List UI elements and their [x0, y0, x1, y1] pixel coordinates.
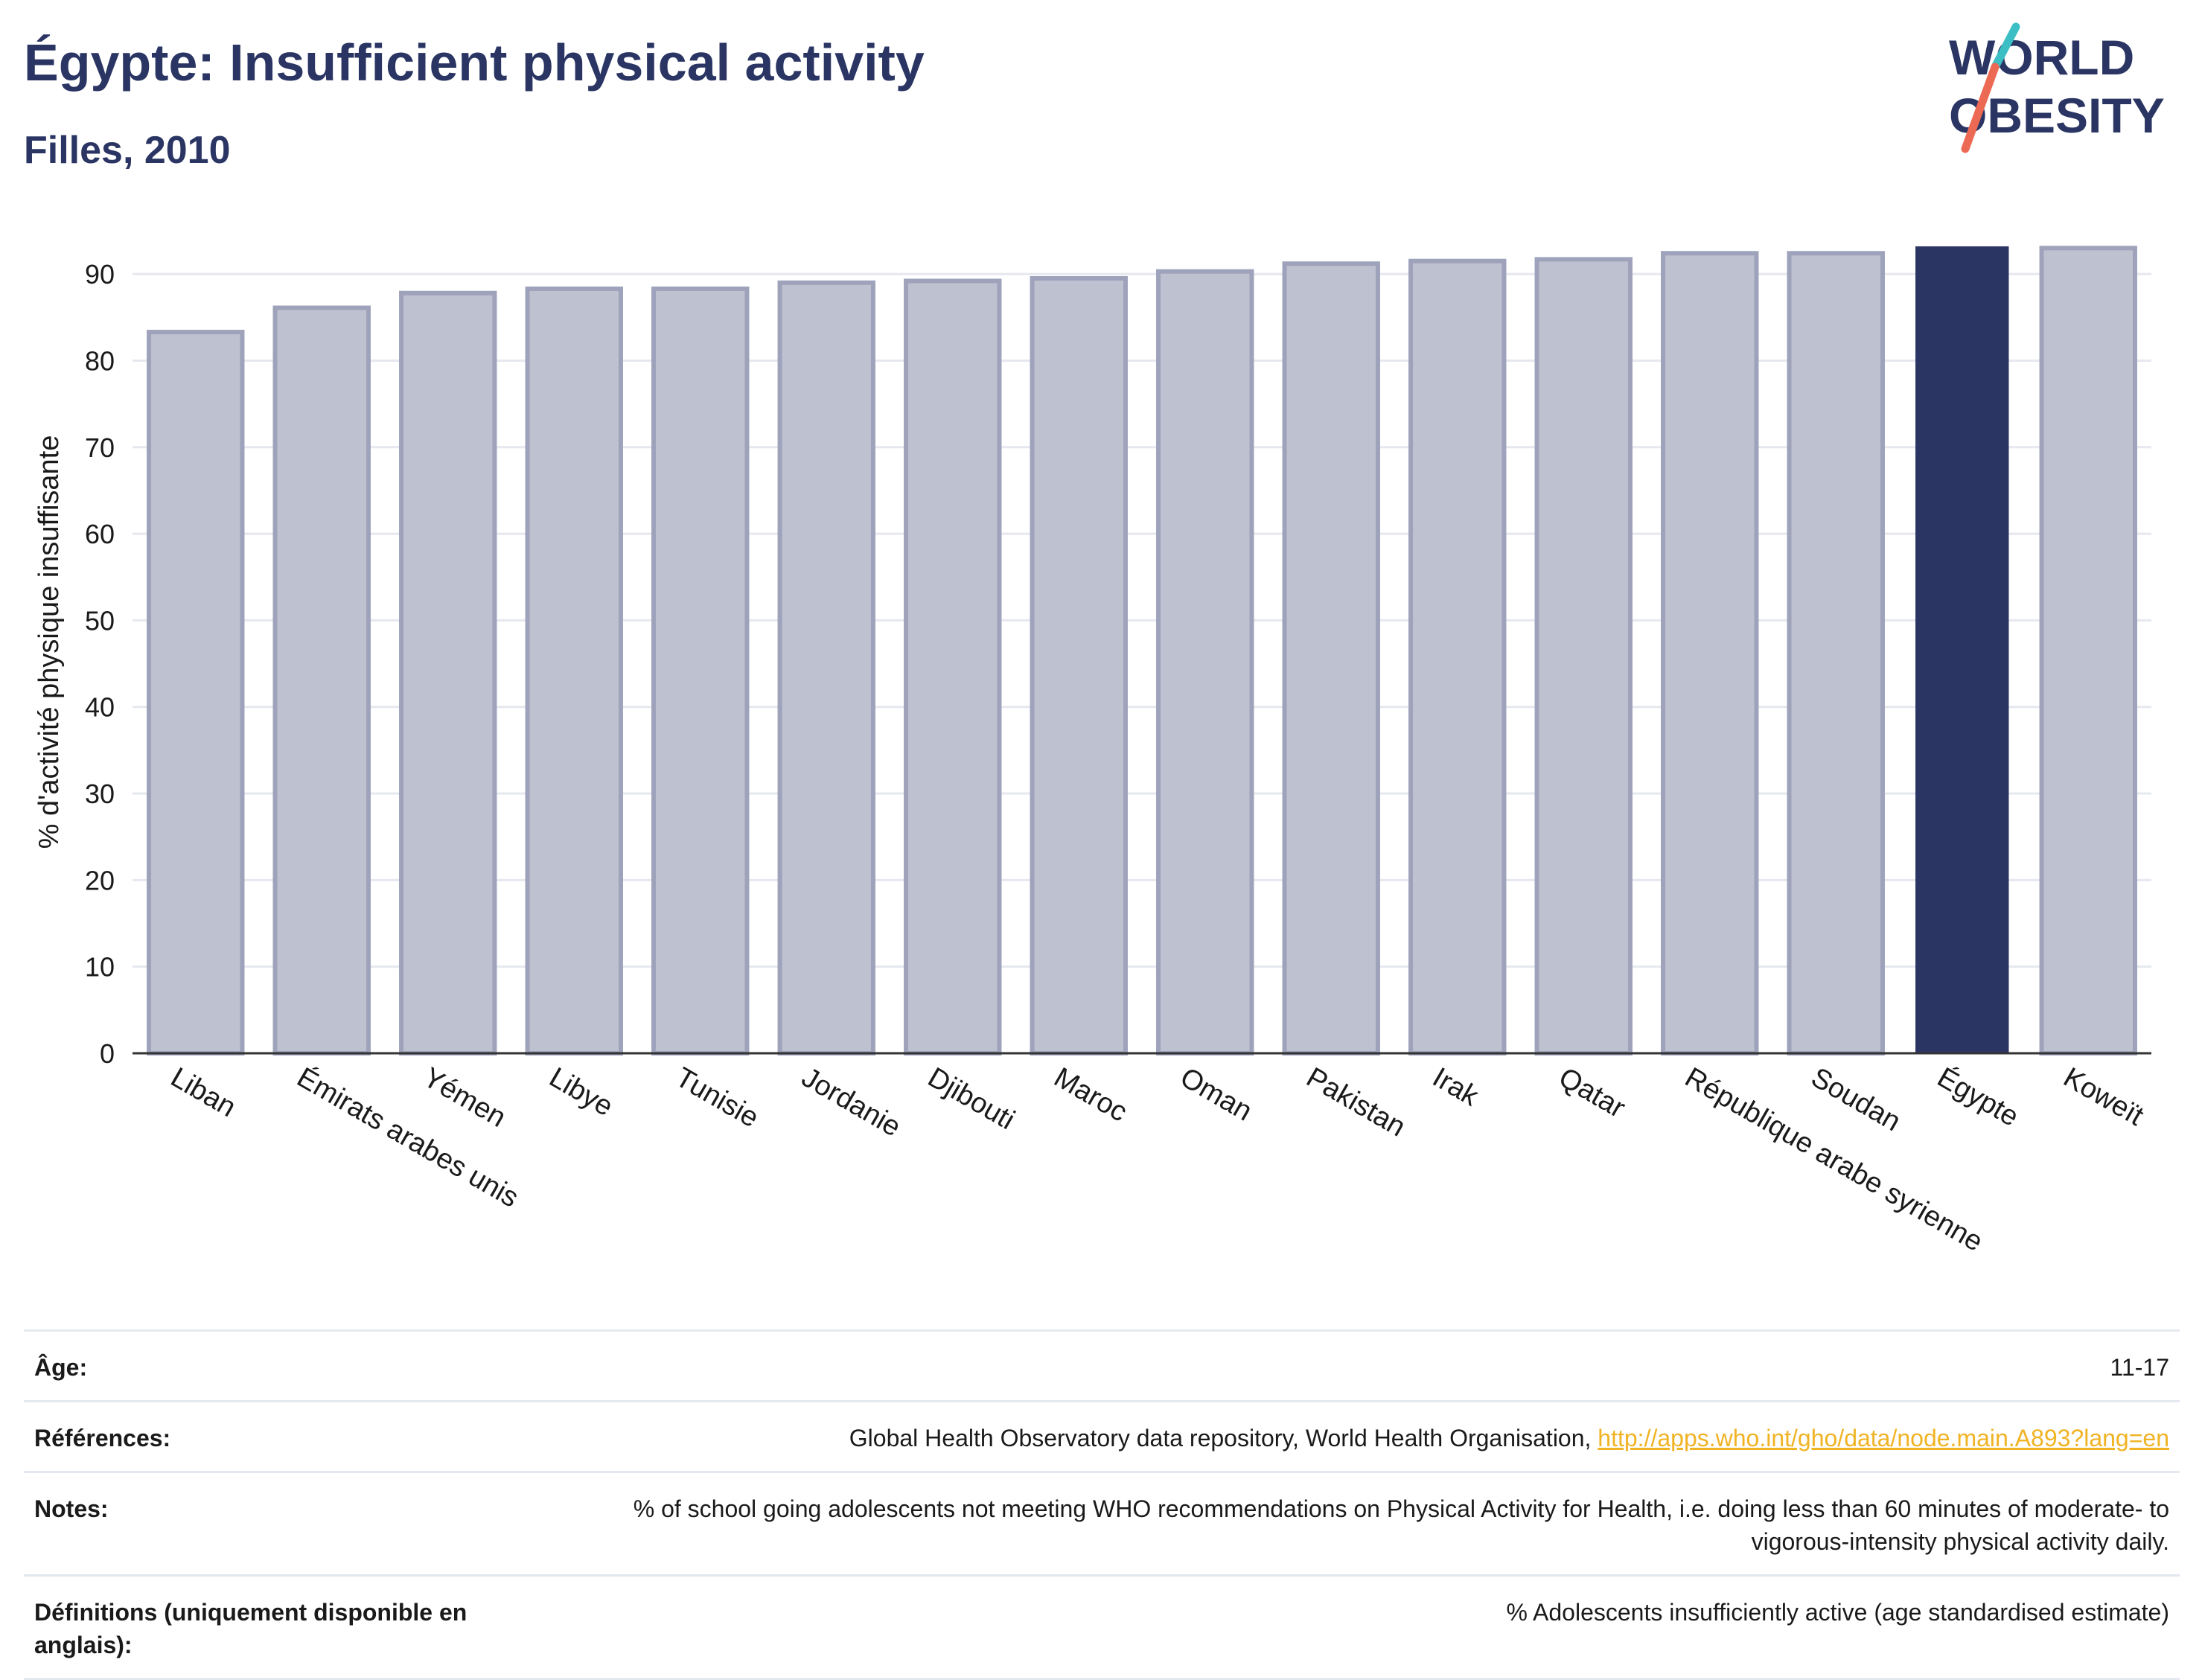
x-category-label: Jordanie [797, 1061, 906, 1143]
bar-oman[interactable] [1156, 269, 1254, 1055]
y-tick-label: 50 [85, 605, 115, 636]
bar-maroc[interactable] [1030, 275, 1128, 1056]
info-value-definitions: % Adolescents insufficiently active (age… [521, 1574, 2180, 1680]
x-category-label: Qatar [1554, 1061, 1631, 1124]
y-tick-label: 60 [85, 519, 115, 549]
info-row-definitions: Définitions (uniquement disponible en an… [24, 1574, 2180, 1680]
x-category-label: Oman [1175, 1061, 1257, 1127]
x-category-label: Tunisie [670, 1061, 764, 1134]
chart-subtitle: Filles, 2010 [24, 129, 231, 172]
x-category-label: Libye [544, 1061, 619, 1122]
bar--gypte[interactable] [1915, 246, 2009, 1054]
info-table: Âge: 11-17 Références: Global Health Obs… [24, 1329, 2180, 1680]
bar-irak[interactable] [1408, 258, 1507, 1055]
x-category-label: Égypte [1932, 1061, 2024, 1133]
x-category-label: Pakistan [1301, 1061, 1411, 1143]
y-tick-label: 0 [100, 1038, 115, 1069]
y-tick-label: 20 [85, 865, 115, 895]
y-tick-label: 70 [85, 432, 115, 463]
info-label-references: Références: [24, 1400, 521, 1473]
x-category-label: Maroc [1049, 1061, 1132, 1128]
bar-kowe-t[interactable] [2039, 246, 2137, 1055]
chart-title: Égypte: Insufficient physical activity [24, 33, 925, 92]
bar-y-men[interactable] [399, 290, 497, 1055]
bar-chart: 0 10 20 30 40 50 60 70 80 90 % d'activité physique… [33, 246, 2151, 1258]
y-axis-title: % d'activité physique insuffisante [33, 435, 65, 849]
logo-slash-coral [1961, 63, 2000, 153]
logo-line1: WORLD [1949, 30, 2134, 85]
bar-r-publique-arabe-syrienne[interactable] [1661, 251, 1759, 1056]
y-tick-label: 10 [85, 952, 115, 983]
info-label-notes: Notes: [24, 1471, 521, 1577]
x-category-label: Liban [165, 1061, 241, 1123]
info-row-notes: Notes: % of school going adolescents not… [24, 1471, 2180, 1577]
bar--mirats-arabes-unis[interactable] [272, 305, 371, 1055]
info-label-age: Âge: [24, 1329, 521, 1402]
x-category-label: Soudan [1806, 1061, 1906, 1137]
info-row-references: Références: Global Health Observatory da… [24, 1400, 2180, 1473]
info-label-definitions: Définitions (uniquement disponible en an… [24, 1574, 521, 1680]
y-tick-label: 40 [85, 692, 115, 723]
x-category-label: Djibouti [922, 1061, 1020, 1136]
logo-slash-teal [1991, 22, 2020, 71]
bar-qatar[interactable] [1534, 257, 1633, 1056]
bar-djibouti[interactable] [904, 278, 1002, 1056]
bar-libye[interactable] [525, 286, 623, 1056]
bar-liban[interactable] [147, 330, 245, 1055]
bar-tunisie[interactable] [651, 286, 750, 1056]
world-obesity-logo: WORLD OBESITY [1949, 22, 2165, 153]
reference-link[interactable]: http://apps.who.int/gho/data/node.main.A… [1598, 1425, 2169, 1451]
x-category-label: Koweït [2058, 1061, 2149, 1132]
info-value-references: Global Health Observatory data repositor… [849, 1425, 1598, 1451]
y-tick-label: 90 [85, 259, 115, 290]
y-tick-label: 80 [85, 345, 115, 376]
bar-pakistan[interactable] [1282, 261, 1380, 1056]
info-value-age: 11-17 [521, 1329, 2180, 1402]
info-value-notes: % of school going adolescents not meetin… [521, 1471, 2180, 1577]
x-category-label: Irak [1427, 1061, 1484, 1113]
info-value-references-cell: Global Health Observatory data repositor… [521, 1400, 2180, 1473]
info-row-age: Âge: 11-17 [24, 1329, 2180, 1402]
y-tick-label: 30 [85, 779, 115, 809]
x-category-label: Yémen [418, 1061, 511, 1134]
bar-jordanie[interactable] [777, 280, 875, 1056]
bar-soudan[interactable] [1787, 251, 1885, 1056]
x-category-label: Émirats arabes unis [292, 1061, 524, 1214]
